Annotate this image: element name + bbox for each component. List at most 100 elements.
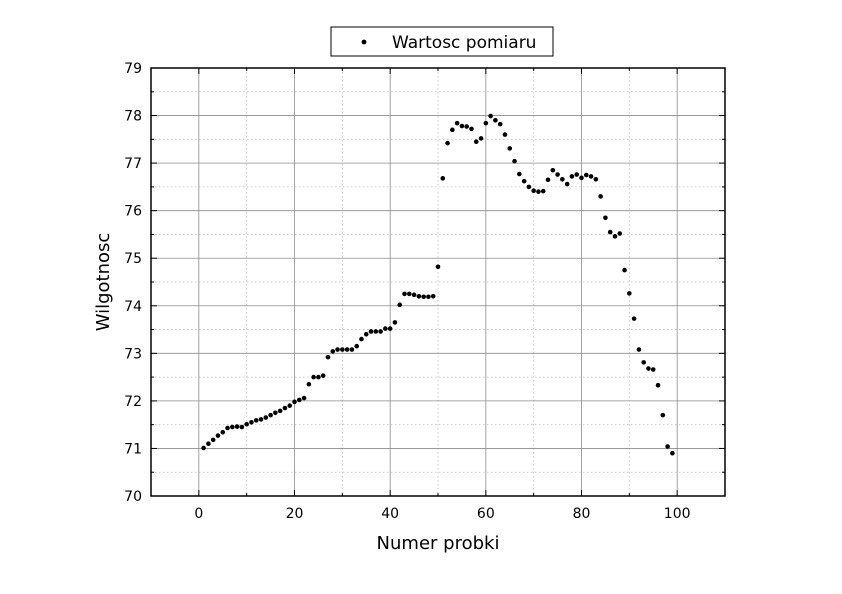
data-point — [512, 158, 517, 164]
data-point — [660, 412, 666, 418]
data-point — [650, 367, 656, 372]
data-point — [402, 291, 407, 297]
x-tick-label: 80 — [573, 506, 591, 522]
y-tick-label: 78 — [124, 109, 142, 125]
data-point — [306, 381, 312, 387]
data-points — [201, 113, 675, 456]
data-point — [478, 136, 484, 141]
data-point — [230, 424, 235, 430]
data-point — [440, 176, 446, 181]
data-point — [493, 118, 498, 123]
data-point — [416, 293, 422, 299]
data-point — [206, 441, 211, 446]
data-point — [622, 267, 627, 273]
y-tick-label: 72 — [124, 394, 142, 410]
data-point — [488, 113, 493, 119]
data-point — [330, 349, 336, 354]
data-point — [545, 177, 551, 183]
data-point — [531, 188, 536, 193]
legend: Wartosc pomiaru — [330, 26, 554, 57]
data-point — [258, 417, 264, 422]
y-tick-label: 71 — [124, 441, 142, 457]
data-point — [435, 264, 441, 270]
data-point — [225, 425, 230, 431]
data-point — [387, 326, 393, 331]
y-tick-label: 74 — [124, 299, 142, 315]
x-tick-label: 40 — [381, 506, 399, 522]
data-point — [234, 424, 240, 429]
x-tick-label: 60 — [477, 506, 495, 522]
data-point — [583, 172, 589, 178]
y-tick-label: 75 — [124, 251, 142, 267]
data-point — [560, 176, 565, 182]
data-point — [445, 140, 450, 146]
data-point — [526, 184, 532, 190]
data-point — [253, 418, 259, 423]
data-point — [550, 167, 556, 173]
tick-labels: 0 20 40 60 80 100 70 71 72 73 74 75 76 77 78 79 — [124, 61, 690, 522]
data-point — [296, 397, 302, 403]
data-point — [646, 366, 651, 371]
y-axis-label: Wilgotnosc — [93, 233, 114, 332]
y-tick-label: 73 — [124, 346, 142, 362]
data-point — [268, 412, 273, 418]
data-point — [320, 373, 326, 378]
data-point — [421, 294, 426, 300]
axis-ticks — [150, 67, 726, 497]
data-point — [316, 374, 321, 380]
data-point — [617, 231, 623, 236]
data-point — [426, 294, 431, 300]
data-point — [655, 382, 661, 388]
data-point — [383, 326, 388, 331]
y-tick-label: 70 — [124, 489, 142, 505]
legend-marker — [361, 39, 367, 45]
data-point — [598, 194, 603, 199]
legend-box — [330, 26, 554, 57]
data-point — [215, 433, 221, 438]
data-point — [636, 347, 642, 352]
data-point — [517, 171, 522, 177]
legend-label: Wartosc pomiaru — [392, 33, 536, 53]
data-point — [210, 437, 216, 443]
data-point — [540, 188, 546, 194]
data-point — [430, 293, 436, 299]
data-point — [354, 343, 359, 349]
data-point — [378, 329, 383, 334]
y-tick-label: 76 — [124, 204, 142, 220]
data-point — [555, 172, 560, 177]
data-point — [641, 360, 646, 365]
data-point — [244, 421, 249, 427]
data-point — [287, 403, 293, 408]
data-point — [368, 329, 374, 334]
y-tick-label: 77 — [124, 156, 142, 172]
data-point — [397, 302, 403, 308]
data-point — [464, 124, 470, 129]
x-tick-label: 0 — [194, 506, 203, 522]
x-tick-label: 20 — [286, 506, 304, 522]
data-point — [459, 123, 465, 129]
data-point — [311, 374, 316, 380]
data-point — [569, 174, 575, 179]
data-point — [411, 292, 417, 298]
data-point — [536, 189, 541, 194]
data-point — [220, 429, 226, 435]
data-point — [340, 347, 345, 352]
data-point — [454, 120, 460, 126]
y-tick-label: 79 — [124, 61, 142, 77]
data-point — [282, 405, 288, 411]
data-point — [407, 291, 412, 297]
data-point — [631, 316, 637, 321]
data-point — [502, 132, 508, 137]
data-point — [483, 120, 489, 126]
data-point — [665, 444, 670, 449]
data-point — [473, 139, 479, 145]
data-point — [335, 347, 340, 352]
data-point — [359, 336, 364, 342]
data-point — [392, 320, 398, 325]
data-point — [363, 332, 369, 337]
data-point — [579, 175, 584, 181]
data-point — [612, 234, 618, 239]
data-point — [627, 291, 632, 296]
data-point — [521, 178, 527, 184]
